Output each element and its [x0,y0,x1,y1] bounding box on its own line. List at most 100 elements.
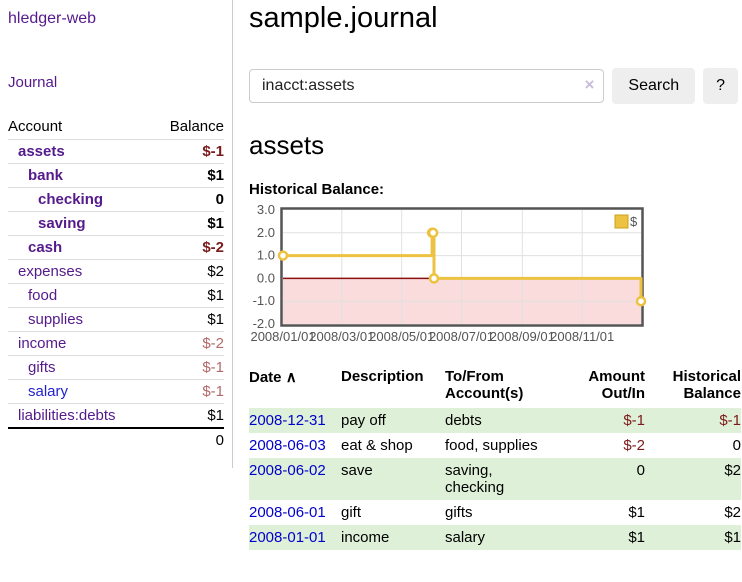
account-row: checking 0 [8,187,224,212]
transaction-accounts: saving, checking [445,462,505,496]
x-axis-tick-label: 2008/09/01 [490,329,555,344]
data-point-marker [427,227,439,239]
transaction-accounts: food, supplies [445,437,538,454]
account-balance: $-1 [151,355,224,380]
nav-journal-link[interactable]: Journal [8,74,58,91]
x-axis-tick-label: 2008/11/01 [550,329,614,344]
accounts-header-balance: Balance [169,118,224,135]
account-row: salary $-1 [8,379,224,404]
transaction-description: save [341,462,373,479]
sidebar-account-link[interactable]: checking [38,191,104,208]
sidebar-account-link[interactable]: liabilities:debts [18,407,116,424]
page-title: sample.journal [249,2,438,34]
register-table: Date ∧ Description To/From Account(s) Am… [249,366,741,550]
search-button[interactable]: Search [612,68,696,104]
transaction-balance: $2 [724,504,741,521]
x-axis-tick-label: 2008/01/01 [250,329,315,344]
transaction-date-link[interactable]: 2008-06-01 [249,504,326,521]
data-point-marker [428,273,440,284]
register-row: 2008-01-01 income salary $1 $1 [249,525,741,550]
account-row: food $1 [8,283,224,308]
y-axis-tick-label: 1.0 [257,248,275,263]
sidebar-account-link[interactable]: bank [28,167,64,184]
y-axis-tick-label: 2.0 [257,225,275,240]
sidebar-account-link[interactable]: expenses [18,263,83,280]
transaction-balance: $-1 [719,412,741,429]
register-header-amount: Amount Out/In [588,368,645,402]
y-axis-tick-label: -1.0 [253,293,275,308]
sidebar-account-link[interactable]: gifts [28,359,56,376]
account-balance: $-1 [151,379,224,404]
sidebar-account-link[interactable]: cash [28,239,63,256]
transaction-balance: $1 [724,529,741,546]
register-row: 2008-06-02 save saving, checking 0 $2 [249,458,741,500]
transaction-accounts: debts [445,412,482,429]
sidebar-account-link[interactable]: food [28,287,58,304]
accounts-total-row: 0 [8,427,224,452]
account-row: assets $-1 [8,139,224,164]
clear-search-icon[interactable]: × [584,75,595,94]
register-row: 2008-06-03 eat & shop food, supplies $-2… [249,433,741,458]
account-balance: $-2 [151,235,224,260]
account-balance: $-2 [151,331,224,356]
legend-swatch [614,214,629,229]
sidebar-account-link[interactable]: supplies [28,311,84,328]
transaction-date-link[interactable]: 2008-06-03 [249,437,326,454]
account-balance: $1 [151,211,224,236]
sidebar-account-link[interactable]: assets [18,143,65,160]
main-content: sample.journal × Search ? assets Histori… [233,0,742,570]
transaction-balance: 0 [732,437,741,454]
register-header-description: Description [341,368,424,385]
chart-title: Historical Balance: [249,181,385,198]
account-heading: assets [249,130,325,160]
register-row: 2008-12-31 pay off debts $-1 $-1 [249,408,741,433]
app-title-link[interactable]: hledger-web [8,10,97,27]
account-balance: $1 [151,403,224,428]
search-form: × Search ? [249,68,738,104]
accounts-total-spacer [8,427,152,452]
app-layout: hledger-web Journal Account Balance asse… [0,0,742,570]
account-row: gifts $-1 [8,355,224,380]
transaction-accounts: gifts [445,504,473,521]
balance-chart[interactable]: $3.0 2.0 1.0 0.0 -1.0 -2.0 2008/01/01 2008/03/0… [249,202,738,346]
account-balance: $1 [151,283,224,308]
y-axis-tick-label: 0.0 [257,270,275,285]
accounts-header-account: Account [8,118,63,135]
y-axis-tick-label: -2.0 [253,316,275,331]
account-row: bank $1 [8,163,224,188]
register-header-date[interactable]: Date ∧ [249,366,341,408]
transaction-date-link[interactable]: 2008-12-31 [249,412,326,429]
sidebar-nav: Journal [8,74,224,91]
balance-chart-svg: $3.0 2.0 1.0 0.0 -1.0 -2.02008/01/012008/03/0… [250,202,647,344]
account-balance: $-1 [151,139,224,164]
sidebar-account-link[interactable]: saving [38,215,86,232]
transaction-amount: $1 [628,529,645,546]
account-row: liabilities:debts $1 [8,403,224,428]
transaction-date-link[interactable]: 2008-06-02 [249,462,326,479]
account-balance: 0 [151,187,224,212]
data-point-marker [635,295,647,307]
account-row: expenses $2 [8,259,224,284]
account-row: supplies $1 [8,307,224,332]
register-row: 2008-06-01 gift gifts $1 $2 [249,500,741,525]
sidebar-account-link[interactable]: income [18,335,67,352]
x-axis-tick-label: 2008/05/01 [369,329,434,344]
transaction-amount: $-1 [623,412,645,429]
chart-legend: $ [614,214,638,229]
plot-border [280,207,644,327]
search-input[interactable] [249,69,605,103]
register-header-accounts: To/From Account(s) [445,368,524,402]
transaction-balance: $2 [724,462,741,479]
help-button[interactable]: ? [703,68,738,104]
transaction-date-link[interactable]: 2008-01-01 [249,529,326,546]
sort-ascending-icon: ∧ [285,369,297,386]
transaction-description: income [341,529,390,546]
accounts-table: Account Balance assets $-1 bank $1 check… [8,115,224,452]
account-row: saving $1 [8,211,224,236]
account-balance: $2 [151,259,224,284]
sidebar-account-link[interactable]: salary [28,383,69,400]
accounts-total-value: 0 [151,427,224,452]
sidebar: hledger-web Journal Account Balance asse… [0,0,233,468]
y-axis-tick-label: 3.0 [257,204,275,217]
x-axis-tick-label: 2008/03/01 [309,329,374,344]
